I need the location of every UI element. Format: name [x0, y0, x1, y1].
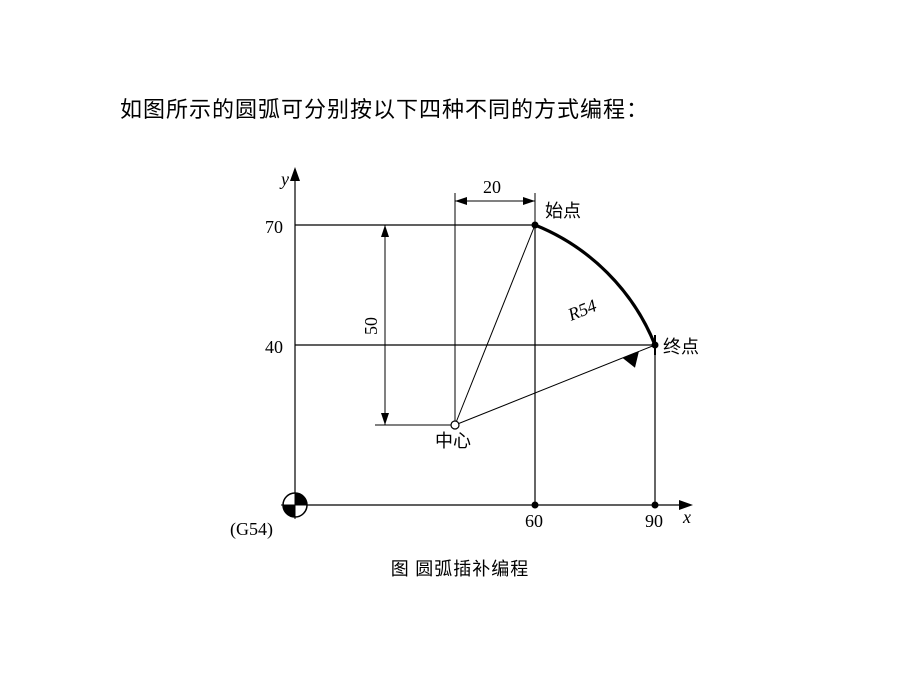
page: 如图所示的圆弧可分别按以下四种不同的方式编程： — [0, 0, 920, 690]
end-point-label: 终点 — [663, 337, 699, 357]
center-point-dot — [451, 421, 459, 429]
xtick-90: 90 — [645, 511, 663, 531]
start-point-label: 始点 — [545, 201, 581, 221]
x-axis-label: x — [682, 507, 691, 527]
dim-20-text: 20 — [483, 177, 501, 197]
start-point-dot — [532, 222, 539, 229]
center-to-start — [455, 225, 535, 425]
dim-20-arrow-l — [455, 197, 467, 205]
ytick-40: 40 — [265, 337, 283, 357]
dim-50-arrow-t — [381, 225, 389, 237]
origin-marker-icon — [281, 491, 309, 519]
x90-dot — [652, 502, 659, 509]
radius-arrow — [622, 351, 644, 371]
end-point-dot — [652, 342, 659, 349]
center-point-label: 中心 — [435, 431, 471, 451]
dim-50-text: 50 — [361, 317, 381, 335]
arc-path — [535, 225, 655, 345]
y-axis-label: y — [279, 169, 289, 189]
ytick-70: 70 — [265, 217, 283, 237]
xtick-60: 60 — [525, 511, 543, 531]
page-heading: 如图所示的圆弧可分别按以下四种不同的方式编程： — [120, 92, 649, 124]
diagram-svg: 20 50 R54 — [225, 165, 705, 545]
origin-label: (G54) — [230, 519, 273, 540]
dim-50-arrow-b — [381, 413, 389, 425]
figure: 20 50 R54 — [225, 165, 705, 585]
y-axis-arrow — [290, 167, 300, 181]
radius-label: R54 — [564, 295, 599, 325]
figure-caption: 图 圆弧插补编程 — [0, 555, 920, 581]
dim-20-arrow-r — [523, 197, 535, 205]
x60-dot — [532, 502, 539, 509]
